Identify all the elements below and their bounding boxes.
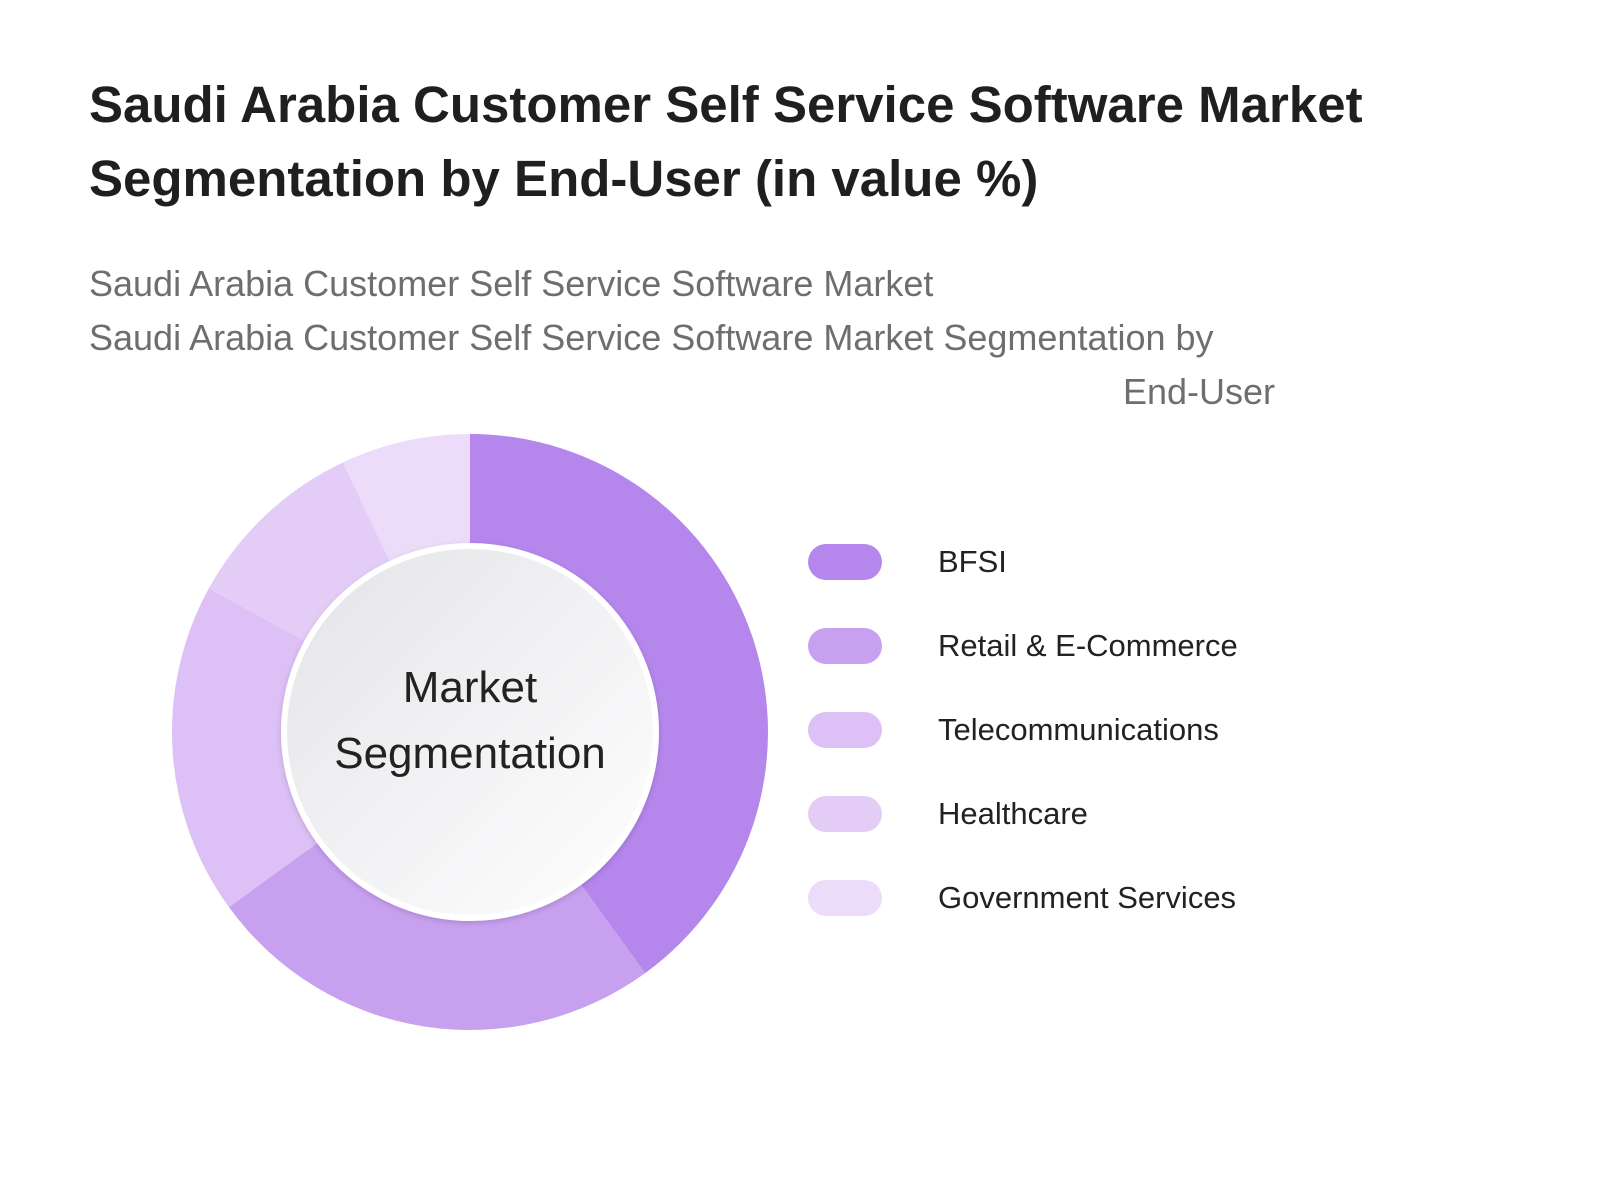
legend-label-government-services: Government Services bbox=[938, 880, 1237, 915]
legend-label-retail-e-commerce: Retail & E-Commerce bbox=[938, 628, 1238, 663]
donut-slice-bfsi bbox=[470, 434, 768, 974]
donut-slice-government-services bbox=[343, 434, 470, 564]
legend-swatch-healthcare bbox=[808, 796, 882, 832]
legend-label-telecommunications: Telecommunications bbox=[938, 712, 1219, 747]
donut-center bbox=[281, 543, 659, 921]
legend-swatch-telecommunications bbox=[808, 712, 882, 748]
chart-title: Saudi Arabia Customer Self Service Softw… bbox=[89, 76, 1363, 207]
legend-item-bfsi: BFSI bbox=[808, 542, 1328, 582]
donut-slice-telecommunications bbox=[172, 588, 320, 908]
donut-center-label: Market Segmentation bbox=[290, 655, 650, 787]
donut-slice-retail-e-commerce bbox=[228, 841, 646, 1030]
chart-subtitle-line-1: Saudi Arabia Customer Self Service Softw… bbox=[89, 263, 934, 304]
donut-center-label-line-2: Segmentation bbox=[334, 729, 606, 778]
chart-subtitle-line-3: End-User bbox=[1122, 371, 1275, 412]
legend-swatch-retail-e-commerce bbox=[808, 628, 882, 664]
donut-slice-healthcare bbox=[208, 462, 391, 643]
donut-slices bbox=[172, 434, 768, 1030]
chart-subtitle-line-2: Saudi Arabia Customer Self Service Softw… bbox=[89, 317, 1214, 358]
donut-chart bbox=[172, 434, 768, 1030]
donut-center-label-line-1: Market bbox=[402, 663, 538, 712]
legend-item-government-services: Government Services bbox=[808, 878, 1328, 918]
legend-label-bfsi: BFSI bbox=[938, 544, 1007, 579]
legend-label-healthcare: Healthcare bbox=[938, 796, 1088, 831]
legend-item-telecommunications: Telecommunications bbox=[808, 710, 1328, 750]
legend-swatch-bfsi bbox=[808, 544, 882, 580]
legend-item-healthcare: Healthcare bbox=[808, 794, 1328, 834]
legend-swatch-government-services bbox=[808, 880, 882, 916]
legend-item-retail-e-commerce: Retail & E-Commerce bbox=[808, 626, 1328, 666]
